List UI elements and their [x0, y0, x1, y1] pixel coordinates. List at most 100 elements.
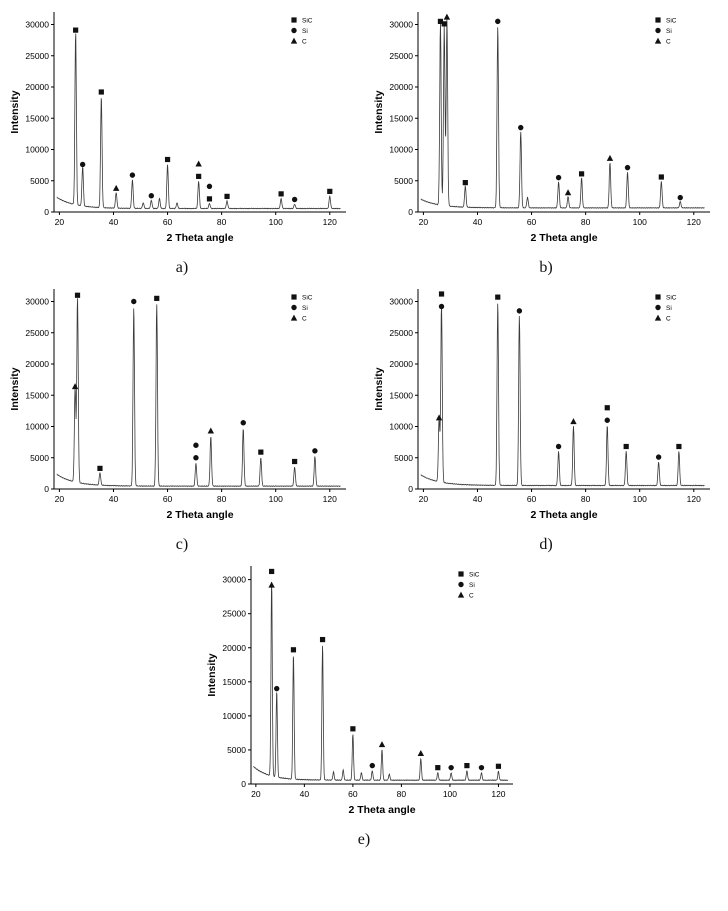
si-circle-marker	[131, 298, 137, 305]
y-tick-label: 20000	[389, 359, 413, 369]
si-circle-marker	[555, 174, 562, 181]
sic-square-marker	[278, 191, 284, 197]
si-circle-marker	[516, 308, 523, 314]
si-circle-marker	[448, 764, 454, 771]
y-tick-label: 15000	[389, 390, 413, 400]
sic-square-marker	[462, 180, 468, 186]
x-tick-label: 100	[443, 789, 457, 799]
chart-caption-c: c)	[175, 536, 189, 553]
sic-square-marker	[319, 636, 326, 643]
sic-square-marker	[438, 291, 445, 297]
legend-triangle-icon	[290, 37, 298, 44]
si-circle-marker	[655, 454, 662, 460]
y-axis-title: Intensity	[9, 90, 21, 133]
x-tick-label: 40	[109, 494, 119, 504]
legend-label: C	[666, 39, 671, 46]
y-tick-label: 15000	[25, 390, 49, 400]
legend-square-icon	[655, 294, 661, 300]
x-tick-label: 40	[473, 494, 483, 504]
sic-square-marker	[164, 156, 171, 163]
si-circle-marker	[240, 420, 246, 426]
sic-square-marker	[224, 193, 230, 199]
x-tick-label: 120	[687, 494, 701, 504]
plot-c: 20 40 60 80 100 120 0 5000 10000 15000 20000 25000 3…	[9, 289, 346, 521]
chart-caption-d: d)	[539, 536, 553, 553]
y-tick-label: 0	[241, 779, 246, 789]
x-tick-label: 60	[527, 494, 537, 504]
x-tick-label: 80	[581, 217, 591, 227]
c-triangle-marker	[606, 154, 614, 161]
sic-square-marker	[73, 27, 79, 33]
c-triangle-marker	[268, 581, 275, 588]
x-tick-label: 80	[217, 494, 227, 504]
x-tick-label: 60	[163, 494, 173, 504]
legend-circle-icon	[655, 304, 661, 311]
x-tick-label: 60	[527, 217, 537, 227]
sic-square-marker	[676, 443, 682, 450]
si-circle-marker	[79, 161, 86, 168]
chart-row-3: 20 40 60 80 100 120 0 5000 10000 15000 20000 25000 3…	[0, 554, 728, 849]
si-circle-marker	[478, 764, 485, 771]
x-tick-label: 20	[55, 217, 65, 227]
x-axis-title: 2 Theta angle	[348, 804, 415, 816]
sic-square-marker	[154, 295, 160, 301]
plot-d: 20 40 60 80 100 120 0 5000 10000 15000 20000 25000 3…	[373, 289, 710, 521]
sic-square-marker	[350, 726, 356, 732]
x-tick-label: 40	[109, 217, 119, 227]
sic-square-marker	[97, 465, 103, 471]
sic-square-marker	[623, 443, 629, 450]
x-tick-label: 100	[269, 217, 283, 227]
legend-label: SiC	[302, 295, 313, 302]
legend-label: C	[469, 593, 474, 600]
x-tick-label: 120	[323, 494, 337, 504]
sic-square-marker	[495, 294, 501, 300]
y-tick-label: 5000	[30, 453, 49, 463]
x-tick-label: 80	[581, 494, 591, 504]
chart-caption-b: b)	[539, 259, 553, 276]
sic-square-marker	[327, 188, 333, 194]
x-tick-label: 120	[323, 217, 337, 227]
si-circle-marker	[206, 183, 213, 190]
si-circle-marker	[495, 18, 501, 25]
x-tick-label: 20	[251, 789, 261, 799]
sic-square-marker	[578, 171, 585, 177]
si-circle-marker	[604, 417, 610, 423]
plot-a: 20 40 60 80 100 120 0 5000 10000 15000 20000 25000 3…	[9, 12, 346, 244]
y-tick-label: 20000	[25, 82, 49, 92]
spectrum-line	[420, 303, 705, 487]
c-triangle-marker	[443, 13, 451, 20]
si-circle-marker	[148, 193, 155, 199]
sic-square-marker	[98, 89, 104, 95]
chart-caption-e: e)	[357, 831, 371, 848]
y-tick-label: 25000	[25, 328, 49, 338]
legend-label: SiC	[666, 18, 677, 25]
x-tick-label: 60	[348, 789, 358, 799]
c-triangle-marker	[570, 418, 577, 425]
x-tick-label: 80	[217, 217, 227, 227]
y-tick-label: 0	[408, 207, 413, 217]
sic-square-marker	[464, 763, 470, 769]
x-tick-label: 40	[473, 217, 483, 227]
y-tick-label: 30000	[222, 575, 246, 585]
x-tick-label: 20	[419, 494, 429, 504]
c-triangle-marker	[378, 741, 386, 748]
chart-row-1: 20 40 60 80 100 120 0 5000 10000 15000 20000 25000 3…	[0, 0, 728, 277]
legend-square-icon	[458, 571, 464, 577]
legend-circle-icon	[655, 27, 661, 34]
legend-label: Si	[666, 28, 672, 35]
spectrum-line	[420, 18, 705, 209]
x-tick-label: 120	[687, 217, 701, 227]
y-tick-label: 15000	[25, 113, 49, 123]
xrd-plot-b: 20 40 60 80 100 120 0 5000 10000 15000 20000 25000 3…	[373, 12, 710, 244]
y-tick-label: 10000	[389, 145, 413, 155]
x-axis-title: 2 Theta angle	[530, 232, 597, 244]
sic-square-marker	[290, 647, 297, 653]
y-tick-label: 25000	[389, 328, 413, 338]
y-tick-label: 10000	[222, 711, 246, 721]
sic-square-marker	[269, 568, 275, 575]
y-tick-label: 0	[44, 207, 49, 217]
c-triangle-marker	[207, 427, 215, 434]
